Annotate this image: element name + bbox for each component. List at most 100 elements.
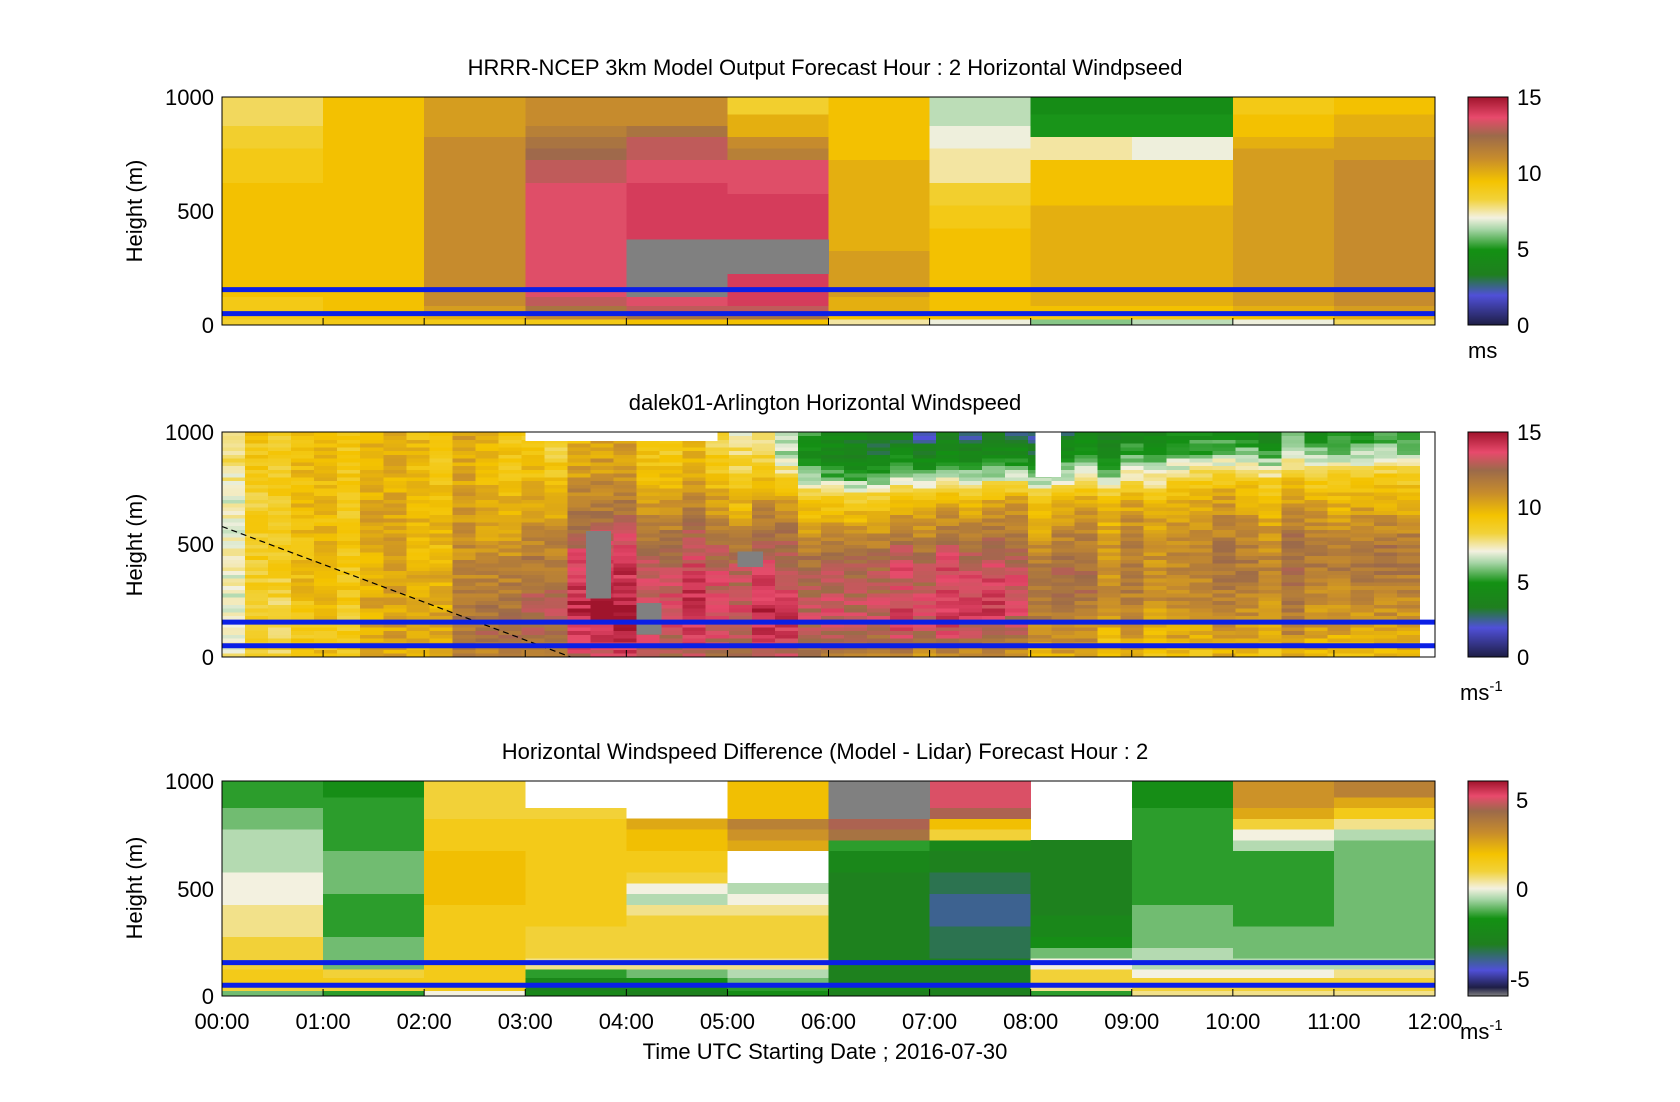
heatmap-cell <box>613 593 637 598</box>
heatmap-cell <box>337 454 361 459</box>
heatmap-cell <box>337 469 361 474</box>
heatmap-cell <box>1350 585 1375 590</box>
heatmap-cell <box>1051 488 1075 493</box>
heatmap-cell <box>913 443 937 448</box>
heatmap-cell <box>1350 435 1375 440</box>
heatmap-cell <box>222 205 324 217</box>
heatmap-cell <box>222 529 246 534</box>
heatmap-cell <box>337 484 361 489</box>
heatmap-cell <box>1373 473 1398 478</box>
heatmap-cell <box>498 510 522 515</box>
heatmap-cell <box>1074 555 1098 560</box>
heatmap-cell <box>1235 432 1259 437</box>
heatmap-cell <box>360 492 384 497</box>
heatmap-cell <box>1373 653 1398 658</box>
heatmap-cell <box>1281 593 1305 598</box>
heatmap-cell <box>521 540 545 545</box>
heatmap-cell <box>636 458 660 463</box>
heatmap-cell <box>797 563 822 568</box>
heatmap-cell <box>751 462 776 467</box>
heatmap-cell <box>866 563 891 568</box>
heatmap-cell <box>1281 522 1305 527</box>
heatmap-cell <box>797 525 822 530</box>
heatmap-cell <box>521 574 545 579</box>
heatmap-cell <box>613 454 637 459</box>
heatmap-cell <box>982 495 1006 500</box>
heatmap-cell <box>521 439 545 444</box>
heatmap-cell <box>866 499 891 504</box>
heatmap-cell <box>544 518 568 523</box>
heatmap-cell <box>222 797 324 809</box>
heatmap-cell <box>659 480 684 485</box>
heatmap-cell <box>1005 623 1029 628</box>
heatmap-cell <box>1373 567 1398 572</box>
heatmap-cell <box>475 555 499 560</box>
heatmap-cell <box>636 495 660 500</box>
heatmap-cell <box>797 653 822 658</box>
heatmap-cell <box>636 462 660 467</box>
heatmap-cell <box>1327 548 1352 553</box>
heatmap-cell <box>1166 604 1190 609</box>
heatmap-cell <box>383 634 407 639</box>
heatmap-cell <box>1281 492 1305 497</box>
heatmap-cell <box>406 522 430 527</box>
heatmap-cell <box>959 574 983 579</box>
heatmap-cell <box>1131 781 1234 787</box>
heatmap-cell <box>383 507 407 512</box>
heatmap-cell <box>1281 634 1305 639</box>
heatmap-cell <box>727 818 829 830</box>
heatmap-cell <box>498 443 522 448</box>
heatmap-cell <box>1281 552 1305 557</box>
heatmap-cell <box>728 567 753 572</box>
heatmap-cell <box>705 469 730 474</box>
heatmap-cell <box>626 296 728 306</box>
heatmap-cell <box>1258 559 1282 564</box>
heatmap-cell <box>1327 439 1352 444</box>
heatmap-cell <box>1235 578 1259 583</box>
heatmap-cell <box>360 450 384 455</box>
heatmap-cell <box>1327 533 1352 538</box>
heatmap-cell <box>383 537 407 542</box>
heatmap-cell <box>682 593 707 598</box>
heatmap-cell <box>268 578 292 583</box>
heatmap-cell <box>291 454 315 459</box>
heatmap-cell <box>820 480 845 485</box>
heatmap-cell <box>1051 495 1075 500</box>
heatmap-cell <box>636 503 660 508</box>
heatmap-cell <box>1005 615 1029 620</box>
heatmap-cell <box>1327 638 1352 643</box>
heatmap-cell <box>1235 612 1259 617</box>
heatmap-cell <box>1333 102 1436 115</box>
heatmap-cell <box>475 627 499 632</box>
heatmap-cell <box>567 649 591 654</box>
heatmap-cell <box>929 102 1031 115</box>
heatmap-cell <box>682 649 707 654</box>
heatmap-cell <box>866 612 891 617</box>
heatmap-cell <box>982 638 1006 643</box>
heatmap-cell <box>728 462 753 467</box>
heatmap-cell <box>1030 205 1133 217</box>
heatmap-cell <box>959 488 983 493</box>
heatmap-cell <box>797 447 822 452</box>
heatmap-cell <box>1235 480 1259 485</box>
heatmap-cell <box>1120 488 1144 493</box>
heatmap-cell <box>452 454 476 459</box>
heatmap-cell <box>245 495 269 500</box>
heatmap-cell <box>590 630 614 635</box>
heatmap-cell <box>1097 514 1121 519</box>
heatmap-cell <box>820 582 845 587</box>
heatmap-cell <box>820 537 845 542</box>
heatmap-cell <box>1143 627 1167 632</box>
heatmap-cell <box>1235 503 1259 508</box>
heatmap-cell <box>1350 570 1375 575</box>
heatmap-cell <box>424 296 526 306</box>
heatmap-cell <box>337 574 361 579</box>
heatmap-cell <box>1143 649 1167 654</box>
heatmap-cell <box>1327 630 1352 635</box>
heatmap-cell <box>866 514 891 519</box>
heatmap-cell <box>613 462 637 467</box>
heatmap-cell <box>913 503 937 508</box>
heatmap-cell <box>544 552 568 557</box>
heatmap-cell <box>1304 597 1328 602</box>
heatmap-cell <box>521 638 545 643</box>
